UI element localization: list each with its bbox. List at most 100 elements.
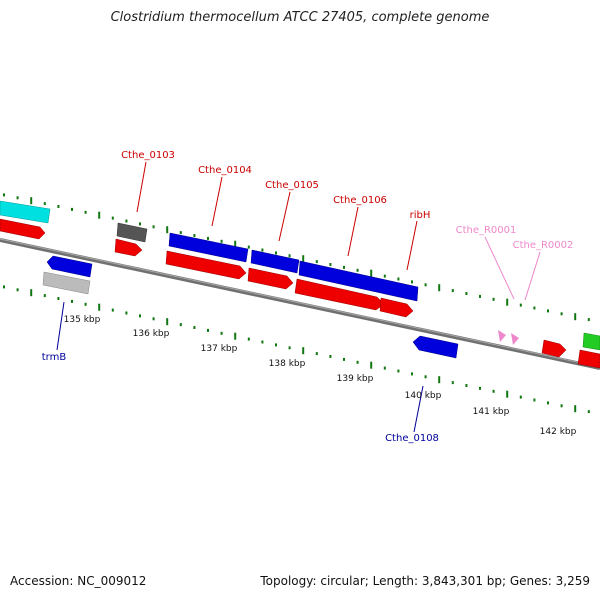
leader-cthe-0105 xyxy=(278,191,291,242)
feature-red-reverse-1[interactable] xyxy=(0,218,46,240)
inner-tick xyxy=(506,390,509,398)
inner-tick xyxy=(247,337,250,341)
outer-tick xyxy=(288,254,291,258)
outer-tick xyxy=(574,313,577,321)
feature-cthe-0103-red[interactable] xyxy=(114,238,143,257)
leader-trmb xyxy=(56,301,65,351)
label-cthe-0108[interactable]: Cthe_0108 xyxy=(385,433,439,444)
leader-cthe-0108 xyxy=(413,385,424,433)
inner-tick xyxy=(179,323,182,327)
feature-cthe-r0001-ncrna[interactable] xyxy=(498,330,506,342)
label-cthe-0105[interactable]: Cthe_0105 xyxy=(265,180,319,191)
inner-tick xyxy=(43,294,46,298)
outer-tick xyxy=(533,306,536,310)
inner-tick xyxy=(370,361,373,369)
inner-tick xyxy=(547,401,549,405)
inner-tick xyxy=(30,289,33,297)
outer-tick xyxy=(302,255,305,263)
outer-tick xyxy=(84,210,87,214)
inner-tick xyxy=(397,369,400,373)
genome-summary-text: Topology: circular; Length: 3,843,301 bp… xyxy=(260,574,590,588)
tick-label-138: 138 kbp xyxy=(269,359,306,369)
leader-cthe-0104 xyxy=(211,176,223,227)
outer-tick xyxy=(479,294,481,298)
leader-cthe-0106 xyxy=(347,206,359,257)
outer-tick xyxy=(247,245,250,249)
outer-tick xyxy=(547,309,549,313)
outer-tick xyxy=(16,196,19,200)
leader-cthe-0103 xyxy=(136,161,147,213)
outer-tick xyxy=(220,239,223,243)
inner-tick xyxy=(411,372,413,376)
outer-tick xyxy=(98,211,101,219)
feature-red-reverse-right-1[interactable] xyxy=(541,339,567,358)
inner-tick xyxy=(3,285,5,289)
outer-tick xyxy=(71,207,73,211)
outer-tick xyxy=(275,251,277,255)
inner-tick xyxy=(479,386,481,390)
inner-tick xyxy=(424,375,427,379)
inner-tick xyxy=(261,340,264,344)
outer-tick xyxy=(438,284,441,292)
inner-tick xyxy=(111,308,114,312)
feature-light-gray-gene[interactable] xyxy=(42,271,91,295)
inner-tick xyxy=(152,317,155,321)
inner-tick xyxy=(451,381,454,385)
feature-cthe-0106-blue[interactable] xyxy=(298,260,419,302)
inner-tick xyxy=(193,326,196,329)
feature-cthe-0108-blue[interactable] xyxy=(412,335,459,359)
label-cthe-0103[interactable]: Cthe_0103 xyxy=(121,150,175,161)
inner-tick xyxy=(220,331,223,335)
outer-tick xyxy=(261,248,264,252)
label-cthe-0106[interactable]: Cthe_0106 xyxy=(333,195,387,206)
outer-tick xyxy=(506,298,509,306)
label-cthe-r0001[interactable]: Cthe_R0001 xyxy=(456,225,517,236)
inner-tick xyxy=(587,410,590,414)
inner-tick xyxy=(574,405,577,413)
inner-tick xyxy=(492,389,495,393)
genome-backbone-highlight xyxy=(0,238,600,368)
inner-tick xyxy=(71,299,73,303)
feature-dark-gray-gene[interactable] xyxy=(116,222,148,243)
feature-cthe-0106-red[interactable] xyxy=(294,278,385,311)
inner-tick xyxy=(383,366,386,370)
label-trmb[interactable]: trmB xyxy=(42,352,67,363)
feature-trmb-blue[interactable] xyxy=(46,255,93,278)
inner-tick xyxy=(329,355,332,358)
feature-ribh-red[interactable] xyxy=(379,297,414,318)
outer-tick xyxy=(111,216,114,220)
outer-tick xyxy=(329,263,332,266)
outer-tick xyxy=(356,268,359,272)
outer-tick xyxy=(139,222,141,226)
outer-tick xyxy=(234,240,237,248)
feature-green-gene[interactable] xyxy=(582,332,600,351)
feature-cthe-r0002-ncrna[interactable] xyxy=(511,333,519,345)
leader-cthe-r0002 xyxy=(524,251,541,301)
outer-tick xyxy=(587,318,590,322)
outer-tick xyxy=(465,292,468,295)
inner-tick xyxy=(207,328,209,332)
label-ribh[interactable]: ribH xyxy=(410,210,431,221)
outer-tick-ring xyxy=(3,193,590,322)
feature-cthe-0105-red[interactable] xyxy=(247,267,294,290)
label-cthe-0104[interactable]: Cthe_0104 xyxy=(198,165,252,176)
feature-cthe-0104-red[interactable] xyxy=(165,250,247,280)
genome-backbone xyxy=(0,238,600,370)
feature-red-reverse-right-2[interactable] xyxy=(577,349,600,369)
feature-cyan-gene[interactable] xyxy=(0,200,51,224)
inner-tick xyxy=(288,346,291,350)
outer-tick xyxy=(315,260,318,264)
outer-tick xyxy=(397,277,400,281)
inner-tick xyxy=(438,376,441,384)
feature-cthe-0105-blue[interactable] xyxy=(250,249,300,274)
outer-tick xyxy=(30,197,33,205)
leader-cthe-r0001 xyxy=(484,236,515,300)
tick-label-135: 135 kbp xyxy=(64,315,101,325)
label-cthe-r0002[interactable]: Cthe_R0002 xyxy=(513,240,574,251)
outer-tick xyxy=(57,205,60,208)
inner-tick xyxy=(166,318,169,326)
feature-cthe-0104-blue[interactable] xyxy=(168,232,249,263)
outer-tick xyxy=(193,234,196,237)
outer-tick xyxy=(152,225,155,229)
